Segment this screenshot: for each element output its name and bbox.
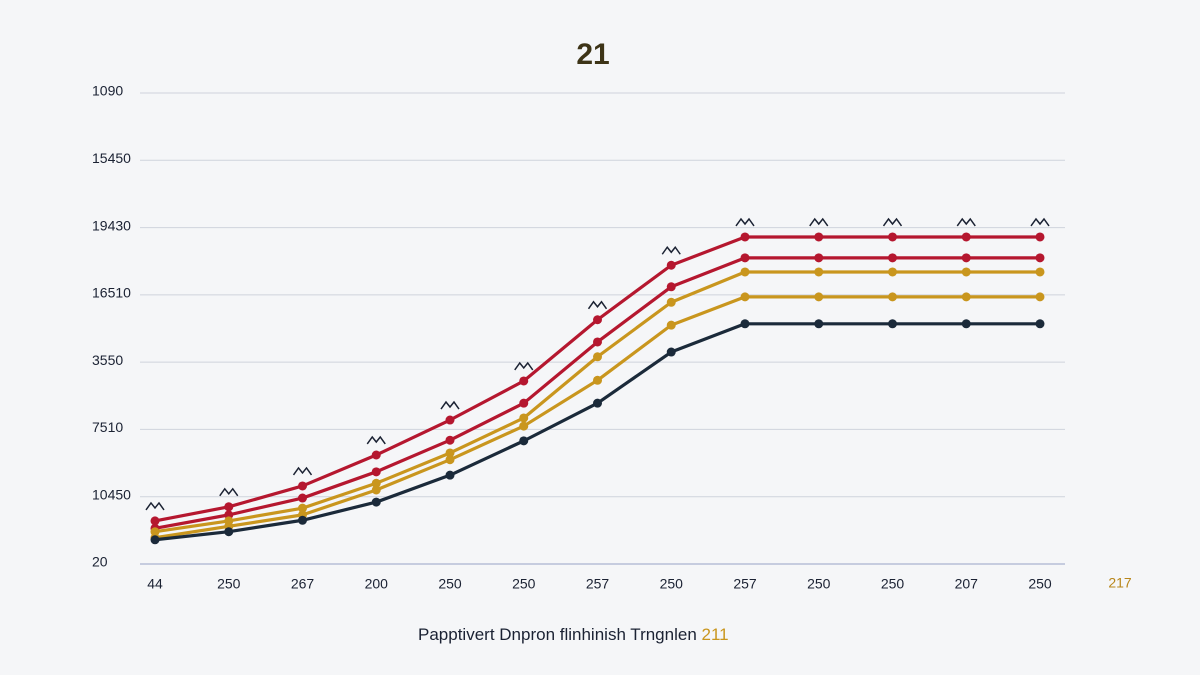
point: [961, 232, 971, 242]
point: [961, 292, 971, 302]
point: [445, 415, 455, 425]
peak-icon: [956, 217, 976, 227]
point: [150, 516, 160, 526]
point: [593, 398, 602, 408]
point: [888, 253, 897, 263]
x-tick-label: 200: [365, 576, 389, 592]
peak-icon: [366, 435, 386, 445]
point: [1035, 319, 1045, 329]
point: [593, 315, 602, 325]
x-axis-label-text: Papptivert Dnpron flinhinish Trngnlen: [418, 625, 697, 644]
point: [814, 292, 824, 302]
point: [445, 470, 455, 480]
annotation: 217: [1108, 575, 1132, 591]
point: [1035, 267, 1045, 277]
y-tick-label: 1090: [92, 83, 123, 99]
peak-icon: [440, 400, 460, 410]
point: [1035, 292, 1045, 302]
point: [740, 253, 750, 263]
peak-icon: [735, 217, 755, 227]
point: [593, 375, 602, 385]
x-axis-label-note: 211: [702, 625, 729, 644]
point: [371, 497, 381, 507]
peak-icon: [661, 246, 681, 255]
point: [814, 253, 824, 263]
point: [740, 292, 750, 302]
x-tick-label: 250: [881, 576, 905, 592]
peak-icon: [292, 466, 313, 476]
peak-icon: [514, 361, 534, 371]
point: [298, 481, 307, 491]
point: [593, 337, 602, 347]
x-tick-label: 257: [586, 576, 610, 592]
point: [371, 478, 381, 488]
point: [814, 232, 824, 242]
point: [888, 292, 897, 302]
x-tick-label: 267: [291, 576, 315, 592]
point: [814, 319, 824, 329]
point: [888, 232, 897, 242]
peak-icon: [587, 300, 608, 310]
point: [224, 502, 234, 512]
point: [888, 319, 897, 329]
point: [224, 527, 234, 537]
peak-icon: [882, 217, 903, 227]
peak-icon: [219, 487, 239, 497]
point: [519, 376, 529, 386]
x-tick-label: 250: [660, 576, 684, 592]
point: [961, 253, 971, 263]
point: [298, 515, 307, 525]
y-tick-label: 20: [92, 554, 108, 570]
peak-icon: [809, 217, 829, 227]
point: [519, 413, 529, 423]
x-tick-label: 250: [1028, 576, 1052, 592]
point: [740, 232, 750, 242]
point: [371, 450, 381, 460]
peak-icon: [145, 501, 165, 511]
y-tick-label: 3550: [92, 352, 123, 368]
point: [445, 455, 455, 465]
point: [519, 398, 529, 408]
x-tick-label: 207: [955, 576, 979, 592]
point: [1035, 232, 1045, 242]
point: [445, 448, 455, 458]
y-tick-label: 15450: [92, 150, 131, 166]
point: [666, 260, 676, 270]
point: [519, 421, 529, 431]
point: [666, 347, 676, 357]
x-axis-label: Papptivert Dnpron flinhinish Trngnlen 21…: [418, 625, 729, 644]
point: [666, 320, 676, 330]
point: [666, 282, 676, 292]
point: [445, 435, 455, 445]
point: [740, 267, 750, 277]
y-tick-label: 7510: [92, 419, 123, 435]
point: [740, 319, 750, 329]
point: [666, 297, 676, 307]
peak-icon: [1030, 217, 1050, 227]
x-tick-label: 44: [147, 576, 163, 592]
point: [298, 503, 307, 513]
point: [519, 436, 529, 446]
y-tick-label: 16510: [92, 285, 131, 301]
y-tick-label: 19430: [92, 217, 131, 233]
point: [888, 267, 897, 277]
x-tick-label: 250: [512, 576, 536, 592]
x-tick-label: 250: [217, 576, 241, 592]
point: [1035, 253, 1045, 263]
point: [298, 493, 307, 503]
x-tick-label: 250: [807, 576, 831, 592]
x-tick-label: 257: [733, 576, 757, 592]
x-tick-label: 250: [438, 576, 462, 592]
y-tick-label: 10450: [92, 486, 131, 502]
point: [150, 535, 160, 545]
chart-title: 21: [576, 38, 609, 71]
point: [961, 267, 971, 277]
point: [593, 352, 602, 362]
point: [371, 467, 381, 477]
point: [961, 319, 971, 329]
point: [371, 485, 381, 495]
point: [814, 267, 824, 277]
